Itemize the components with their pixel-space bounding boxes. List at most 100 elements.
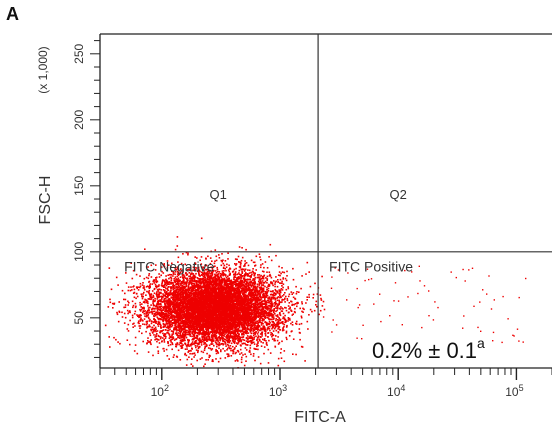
event-point: [156, 316, 159, 318]
event-point: [163, 334, 165, 337]
event-point: [270, 318, 273, 321]
event-point: [208, 344, 211, 347]
event-point: [240, 358, 243, 361]
event-point: [280, 321, 283, 323]
event-point: [164, 297, 167, 300]
event-point: [146, 312, 148, 314]
event-point: [179, 342, 182, 345]
event-point: [131, 277, 134, 280]
event-point: [172, 356, 175, 358]
event-point: [252, 304, 255, 307]
event-point: [155, 277, 157, 279]
event-point: [175, 278, 177, 280]
event-point: [211, 267, 214, 270]
event-point: [203, 341, 205, 343]
event-point: [186, 316, 188, 319]
event-point: [185, 251, 188, 254]
event-point: [160, 291, 162, 294]
event-point: [164, 296, 167, 298]
event-point: [186, 268, 189, 271]
event-point: [250, 342, 253, 345]
event-point: [194, 313, 196, 316]
event-point: [231, 325, 233, 327]
event-point: [234, 360, 237, 362]
event-point: [209, 257, 212, 259]
event-point: [210, 293, 212, 295]
event-point: [251, 284, 253, 287]
event-point: [174, 273, 176, 276]
event-point: [171, 304, 173, 306]
event-point: [240, 307, 242, 309]
event-point: [261, 335, 263, 337]
event-point: [156, 296, 159, 299]
event-point: [184, 319, 187, 321]
event-point: [148, 274, 150, 277]
event-point: [258, 253, 261, 255]
event-point: [242, 292, 245, 294]
event-point: [205, 278, 207, 280]
event-point: [226, 349, 228, 351]
event-point: [191, 343, 194, 346]
event-point: [269, 308, 271, 310]
event-point: [131, 289, 133, 291]
event-point: [268, 313, 271, 316]
event-point: [238, 323, 241, 326]
event-point: [294, 298, 297, 300]
event-point: [262, 314, 265, 316]
event-point: [131, 314, 134, 317]
event-point: [244, 268, 247, 271]
event-point: [241, 270, 243, 273]
event-point: [253, 261, 256, 264]
event-point: [217, 295, 220, 297]
event-point: [245, 262, 248, 264]
event-point: [250, 320, 253, 322]
event-point: [228, 297, 230, 300]
event-point: [211, 327, 214, 330]
event-point: [258, 289, 261, 292]
event-point: [240, 268, 243, 271]
event-point: [129, 343, 131, 346]
event-point: [320, 299, 323, 301]
event-point: [161, 285, 164, 288]
event-point: [191, 284, 193, 286]
event-point: [154, 280, 156, 282]
event-point: [280, 272, 282, 275]
event-point: [259, 279, 262, 281]
event-point: [177, 261, 179, 263]
event-point: [163, 298, 166, 300]
event-point: [278, 271, 281, 273]
event-point: [138, 330, 140, 333]
event-point: [147, 298, 150, 300]
event-point: [150, 304, 152, 306]
event-point: [197, 322, 200, 324]
event-point: [201, 268, 204, 270]
event-point: [178, 312, 180, 314]
event-point: [200, 263, 203, 265]
event-point: [249, 275, 251, 277]
event-point: [170, 307, 172, 309]
event-point: [148, 310, 150, 312]
event-point: [264, 285, 266, 288]
event-point: [194, 344, 197, 347]
event-point: [142, 323, 144, 325]
event-point: [174, 328, 177, 331]
event-point: [172, 333, 175, 335]
event-point: [177, 287, 179, 289]
event-point: [255, 286, 257, 289]
event-point: [261, 302, 263, 305]
event-point: [217, 352, 220, 354]
event-point: [128, 301, 130, 304]
event-point: [264, 321, 267, 323]
event-point: [190, 279, 192, 282]
event-point: [256, 327, 259, 330]
event-point: [204, 316, 206, 318]
event-point: [164, 314, 166, 317]
event-point: [190, 343, 192, 346]
event-point: [256, 343, 258, 346]
event-point: [280, 310, 283, 312]
event-point: [179, 305, 181, 308]
event-point: [158, 284, 160, 286]
event-point: [217, 284, 219, 286]
event-point: [218, 271, 221, 273]
event-point: [250, 259, 253, 262]
